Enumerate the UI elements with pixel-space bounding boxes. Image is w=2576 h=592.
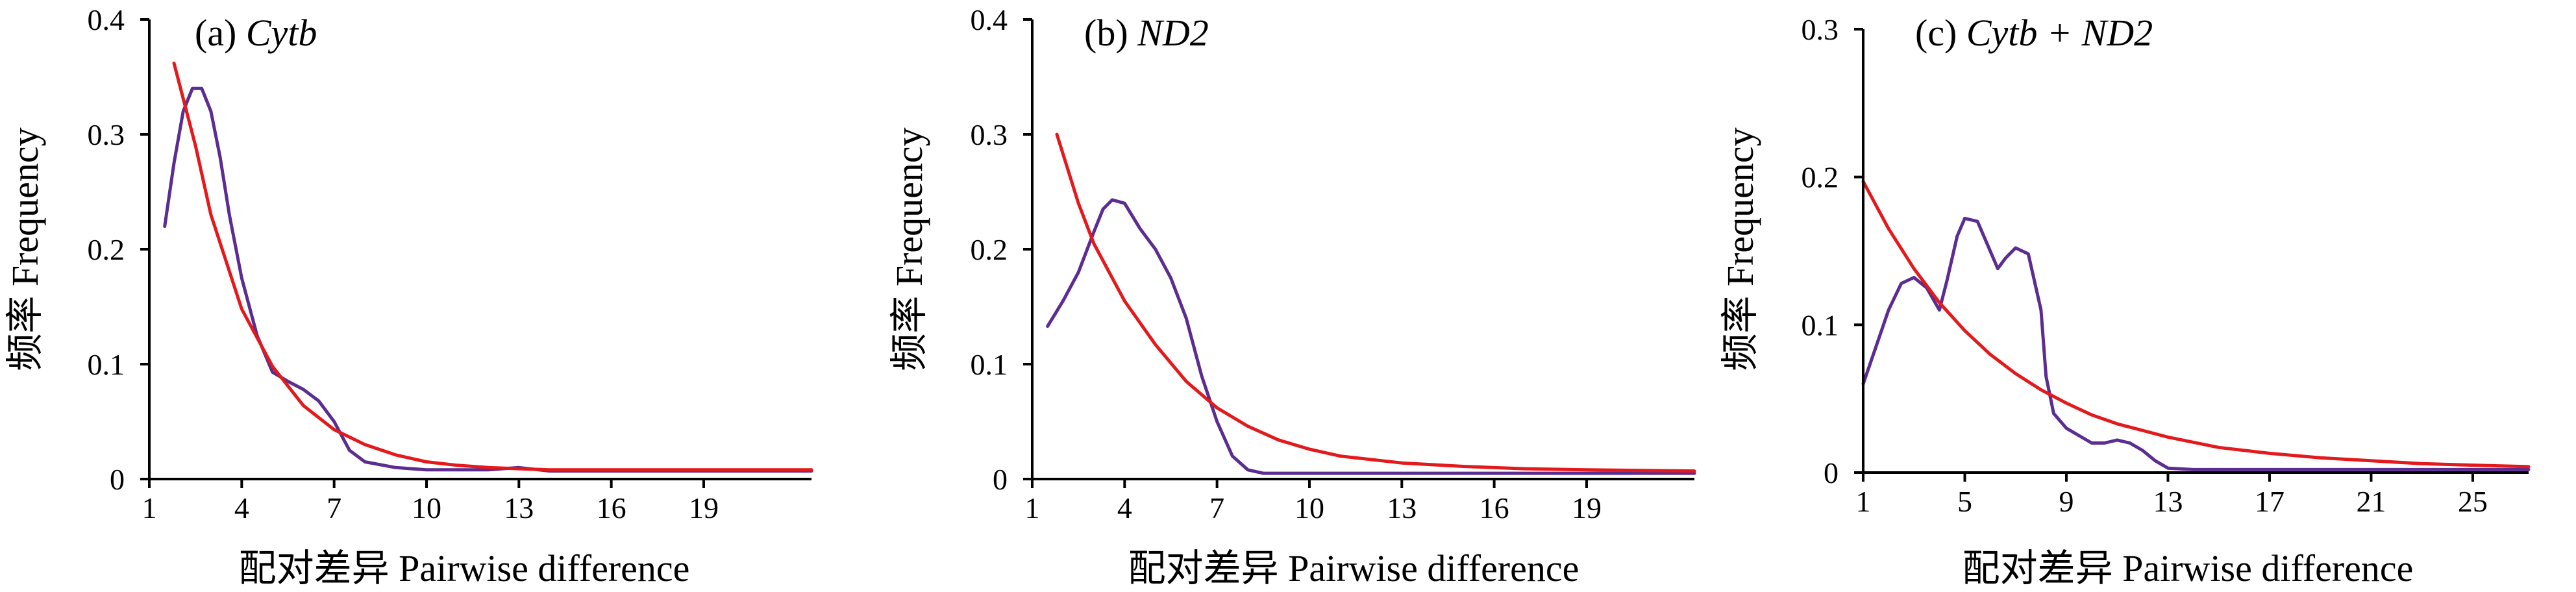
panel-c-x-tick-label: 5: [1957, 485, 1972, 518]
panel-c-series: [1861, 180, 2531, 471]
panel-b-x-tick-label: 10: [1294, 491, 1324, 524]
panel-a-y-tick-label: 0.4: [88, 3, 125, 36]
panel-a-x-tick-label: 19: [689, 491, 719, 524]
panel-a-x-tick-label: 10: [412, 491, 441, 524]
panel-a-title: (a) Cytb: [195, 12, 317, 54]
panel-a-y-tick-label: 0.2: [88, 233, 125, 266]
panel-b-x-tick-label: 7: [1209, 491, 1224, 524]
panel-a-x-title: 配对差异 Pairwise difference: [239, 547, 690, 589]
panel-a-y-tick-label: 0.1: [88, 348, 125, 381]
panel-b-y-tick-label: 0.2: [971, 233, 1008, 266]
panel-a-x-tick-label: 7: [327, 491, 341, 524]
panel-b-expected-line: [1055, 132, 1696, 473]
panel-b-observed-line: [1046, 198, 1696, 475]
panel-b-x-title: 配对差异 Pairwise difference: [1128, 547, 1579, 589]
panel-c-observed-line: [1861, 216, 2531, 471]
chart-panel-cytb-nd2: (c) Cytb + ND2 1 5 9 13 17 21 25 0 0.1 0.2 0.3 配对差…: [1719, 12, 2531, 589]
chart-panel-cytb: (a) Cytb 1 4 7 10 13 16 19 0 0.1 0.2 0.3 0.4 配对差异 P…: [4, 3, 813, 589]
panel-b-y-title: 频率 Frequency: [888, 127, 930, 371]
panel-c-x-tick-label: 13: [2153, 485, 2183, 518]
panel-c-x-tick-label: 21: [2356, 485, 2386, 518]
panel-b-y-tick-label: 0.3: [971, 118, 1008, 151]
panel-c-y-tick-label: 0.3: [1802, 13, 1839, 46]
chart-panel-nd2: (b) ND2 1 4 7 10 13 16 19 0 0.1 0.2 0.3 0.4 配对差异 Pa…: [888, 3, 1696, 589]
panel-a-x-tick-label: 4: [234, 491, 249, 524]
panel-c-title: (c) Cytb + ND2: [1915, 12, 2153, 54]
panel-a-x-tick-label: 13: [504, 491, 534, 524]
panel-b-x-tick-label: 1: [1025, 491, 1040, 524]
panel-a-y-tick-label: 0: [110, 463, 125, 496]
panel-a-ticks: 1 4 7 10 13 16 19 0 0.1 0.2 0.3 0.4: [88, 3, 719, 524]
panel-c-y-tick-label: 0: [1824, 456, 1839, 489]
panel-c-x-tick-label: 9: [2059, 485, 2074, 518]
panel-a-series: [163, 61, 813, 473]
panel-b-title: (b) ND2: [1084, 12, 1209, 54]
panel-a-y-tick-label: 0.3: [88, 118, 125, 151]
panel-c-y-title: 频率 Frequency: [1719, 127, 1761, 371]
panel-a-observed-line: [163, 86, 813, 473]
panel-b-y-tick-label: 0: [993, 463, 1008, 496]
panel-c-y-tick-label: 0.2: [1802, 161, 1839, 194]
panel-a-x-tick-label: 16: [597, 491, 626, 524]
panel-a-y-title: 频率 Frequency: [4, 127, 46, 371]
panel-c-x-tick-label: 17: [2255, 485, 2285, 518]
panel-a-expected-line: [172, 61, 813, 472]
panel-b-series: [1046, 132, 1696, 475]
panel-c-x-tick-label: 25: [2458, 485, 2488, 518]
panel-c-x-tick-label: 1: [1856, 485, 1871, 518]
panel-b-x-tick-label: 19: [1572, 491, 1602, 524]
panel-a-x-tick-label: 1: [142, 491, 157, 524]
panel-c-expected-line: [1861, 180, 2531, 469]
panel-b-x-tick-label: 16: [1480, 491, 1509, 524]
panel-b-y-tick-label: 0.4: [971, 3, 1008, 36]
panel-c-ticks: 1 5 9 13 17 21 25 0 0.1 0.2 0.3: [1802, 13, 2488, 518]
panel-b-x-tick-label: 4: [1117, 491, 1132, 524]
panel-c-y-tick-label: 0.1: [1802, 308, 1839, 341]
panel-b-ticks: 1 4 7 10 13 16 19 0 0.1 0.2 0.3 0.4: [971, 3, 1602, 524]
panel-b-x-tick-label: 13: [1387, 491, 1417, 524]
panel-c-x-title: 配对差异 Pairwise difference: [1963, 547, 2414, 589]
panel-b-y-tick-label: 0.1: [971, 348, 1008, 381]
